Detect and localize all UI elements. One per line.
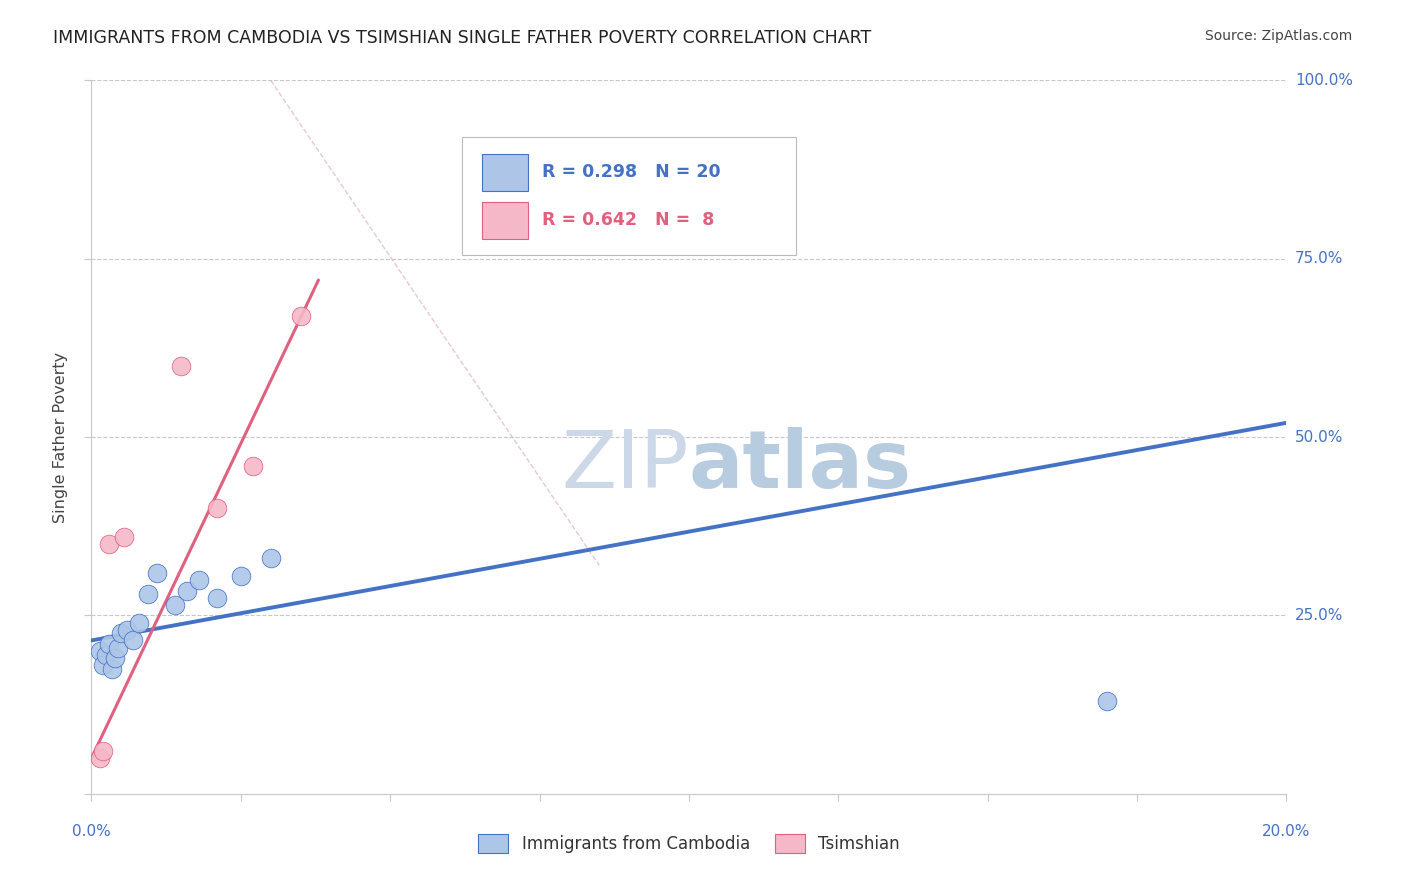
Text: atlas: atlas	[689, 426, 912, 505]
Point	[136, 587, 159, 601]
Point	[104, 651, 127, 665]
Text: Source: ZipAtlas.com: Source: ZipAtlas.com	[1205, 29, 1353, 43]
Text: 0.0%: 0.0%	[72, 824, 111, 839]
Point	[128, 615, 150, 630]
Point	[122, 633, 145, 648]
Point	[205, 501, 228, 516]
Text: 50.0%: 50.0%	[1295, 430, 1343, 444]
Point	[259, 551, 281, 566]
Point	[242, 458, 264, 473]
Point	[115, 623, 138, 637]
Text: 75.0%: 75.0%	[1295, 252, 1343, 266]
Point	[107, 640, 129, 655]
Text: 100.0%: 100.0%	[1295, 73, 1353, 87]
Point	[93, 744, 115, 758]
FancyBboxPatch shape	[482, 202, 527, 239]
Point	[176, 583, 198, 598]
Point	[188, 573, 211, 587]
Point	[290, 309, 312, 323]
Text: ZIP: ZIP	[561, 426, 689, 505]
FancyBboxPatch shape	[461, 137, 796, 255]
Point	[163, 598, 186, 612]
Point	[229, 569, 252, 583]
Point	[89, 644, 111, 658]
Point	[205, 591, 228, 605]
Point	[98, 637, 121, 651]
Legend: Immigrants from Cambodia, Tsimshian: Immigrants from Cambodia, Tsimshian	[478, 834, 900, 854]
Point	[89, 751, 111, 765]
Text: 25.0%: 25.0%	[1295, 608, 1343, 623]
Point	[101, 662, 124, 676]
Text: IMMIGRANTS FROM CAMBODIA VS TSIMSHIAN SINGLE FATHER POVERTY CORRELATION CHART: IMMIGRANTS FROM CAMBODIA VS TSIMSHIAN SI…	[53, 29, 872, 46]
Text: 20.0%: 20.0%	[1263, 824, 1310, 839]
Point	[96, 648, 118, 662]
Text: R = 0.298   N = 20: R = 0.298 N = 20	[541, 163, 720, 181]
Y-axis label: Single Father Poverty: Single Father Poverty	[53, 351, 69, 523]
Point	[98, 537, 121, 551]
FancyBboxPatch shape	[482, 153, 527, 191]
Point	[170, 359, 193, 373]
Point	[110, 626, 132, 640]
Point	[146, 566, 169, 580]
Point	[112, 530, 135, 544]
Text: R = 0.642   N =  8: R = 0.642 N = 8	[541, 211, 714, 229]
Point	[1097, 694, 1119, 708]
Point	[93, 658, 115, 673]
